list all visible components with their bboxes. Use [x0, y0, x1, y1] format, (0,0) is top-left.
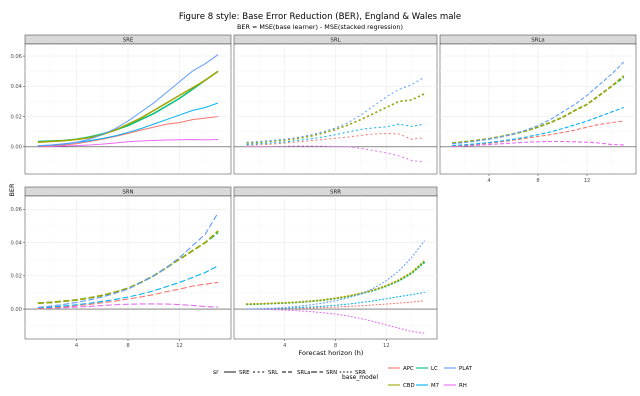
legend-model-label: PLAT: [459, 366, 473, 372]
panel-strip-label: SRR: [330, 190, 341, 196]
legend-model-label: CBD: [403, 383, 415, 389]
x-tick-label: 12: [176, 343, 183, 349]
panels-group: SRE 0.00 0.02 0.04 0.06 SRL SRLa 4 8 12 SRN 0.00 0.0…: [10, 34, 637, 349]
y-tick-label: 0.06: [10, 54, 22, 60]
series-line-m7: [37, 265, 219, 309]
series-line-plat: [37, 54, 219, 147]
series-line-apc: [246, 300, 425, 310]
y-tick-label: 0.02: [10, 274, 22, 280]
panel-srn: SRN 0.00 0.02 0.04 0.06 4 8 12: [10, 186, 232, 349]
legend-sr-label: SRR: [355, 370, 366, 376]
series-line-cbd: [37, 230, 219, 305]
x-tick-label: 12: [584, 178, 591, 184]
panel-strip-label: SRE: [123, 38, 134, 44]
series-line-m7: [452, 106, 624, 147]
y-tick-label: 0.00: [10, 145, 22, 151]
series-line-plat: [452, 61, 625, 145]
legend-model-label: LC: [431, 366, 438, 372]
legend-sr-label: SRE: [239, 370, 250, 376]
legend-model-label: APC: [403, 366, 414, 372]
panel-sre: SRE 0.00 0.02 0.04 0.06: [10, 34, 232, 175]
series-line-cbd: [37, 70, 219, 144]
y-tick-label: 0.04: [10, 84, 22, 90]
series-line-rh: [37, 139, 219, 148]
y-tick-label: 0.02: [10, 114, 22, 120]
panel-srla: SRLa 4 8 12: [439, 34, 637, 184]
series-line-cbd: [452, 75, 625, 144]
panel-strip-label: SRL: [330, 38, 340, 44]
panel-srl: SRL: [233, 34, 438, 175]
panel-strip-label: SRLa: [531, 38, 544, 44]
series-line-plat: [246, 240, 425, 310]
series-line-apc: [37, 116, 219, 148]
legend-model-title: base_model: [342, 374, 378, 381]
y-tick-label: 0.00: [10, 307, 22, 313]
y-tick-label: 0.06: [10, 207, 22, 213]
series-line-apc: [452, 120, 624, 147]
x-tick-label: 12: [383, 343, 390, 349]
legend-sr-label: SRLa: [297, 370, 310, 376]
y-tick-label: 0.04: [10, 240, 22, 246]
x-axis-label: Forecast horizon (h): [299, 349, 364, 357]
y-axis-label: BER: [8, 183, 16, 197]
series-line-m7: [246, 291, 425, 310]
legend-model-label: M7: [431, 383, 439, 389]
legend-sr-label: SRL: [268, 370, 278, 376]
x-tick-label: 8: [536, 178, 539, 184]
series-line-rh: [452, 140, 624, 148]
legend-sr-label: SRN: [326, 370, 337, 376]
series-line-rh: [246, 145, 425, 163]
x-tick-label: 4: [75, 343, 79, 349]
legend-sr-title: sr: [213, 369, 219, 376]
series-line-plat: [37, 212, 219, 308]
series-line-cbd: [245, 260, 426, 305]
x-tick-label: 4: [487, 178, 491, 184]
series-line-apc: [246, 132, 425, 147]
series-line-apc: [37, 281, 219, 310]
x-tick-label: 8: [126, 343, 129, 349]
x-tick-label: 8: [334, 343, 337, 349]
panel-strip-label: SRN: [122, 190, 133, 196]
x-tick-label: 4: [283, 343, 287, 349]
legend-model-label: RH: [459, 383, 467, 389]
panel-srr: SRR 4 8 12: [233, 186, 438, 349]
series-line-rh: [37, 303, 219, 310]
chart-subtitle: BER = MSE(base learner) - MSE(stacked re…: [237, 23, 403, 31]
chart-title: Figure 8 style: Base Error Reduction (BE…: [179, 12, 461, 22]
